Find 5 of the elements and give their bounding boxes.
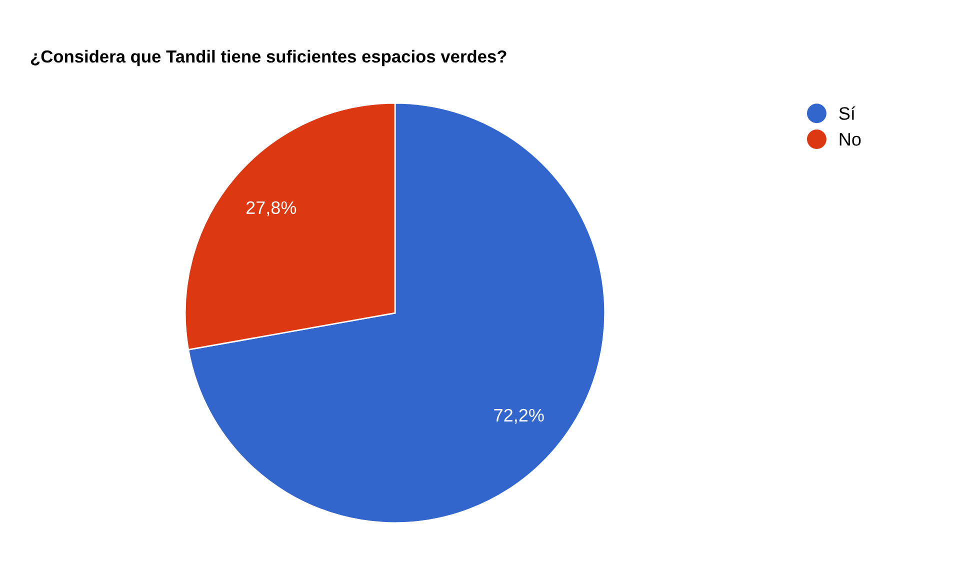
legend-label: No	[840, 133, 861, 146]
legend-label: Sí	[839, 106, 856, 120]
data-label: 27,8%	[246, 201, 296, 216]
chart-title: ¿Considera que Tandil tiene suficientes espacios verdes?	[30, 50, 506, 66]
data-label: 72,2%	[494, 408, 544, 424]
